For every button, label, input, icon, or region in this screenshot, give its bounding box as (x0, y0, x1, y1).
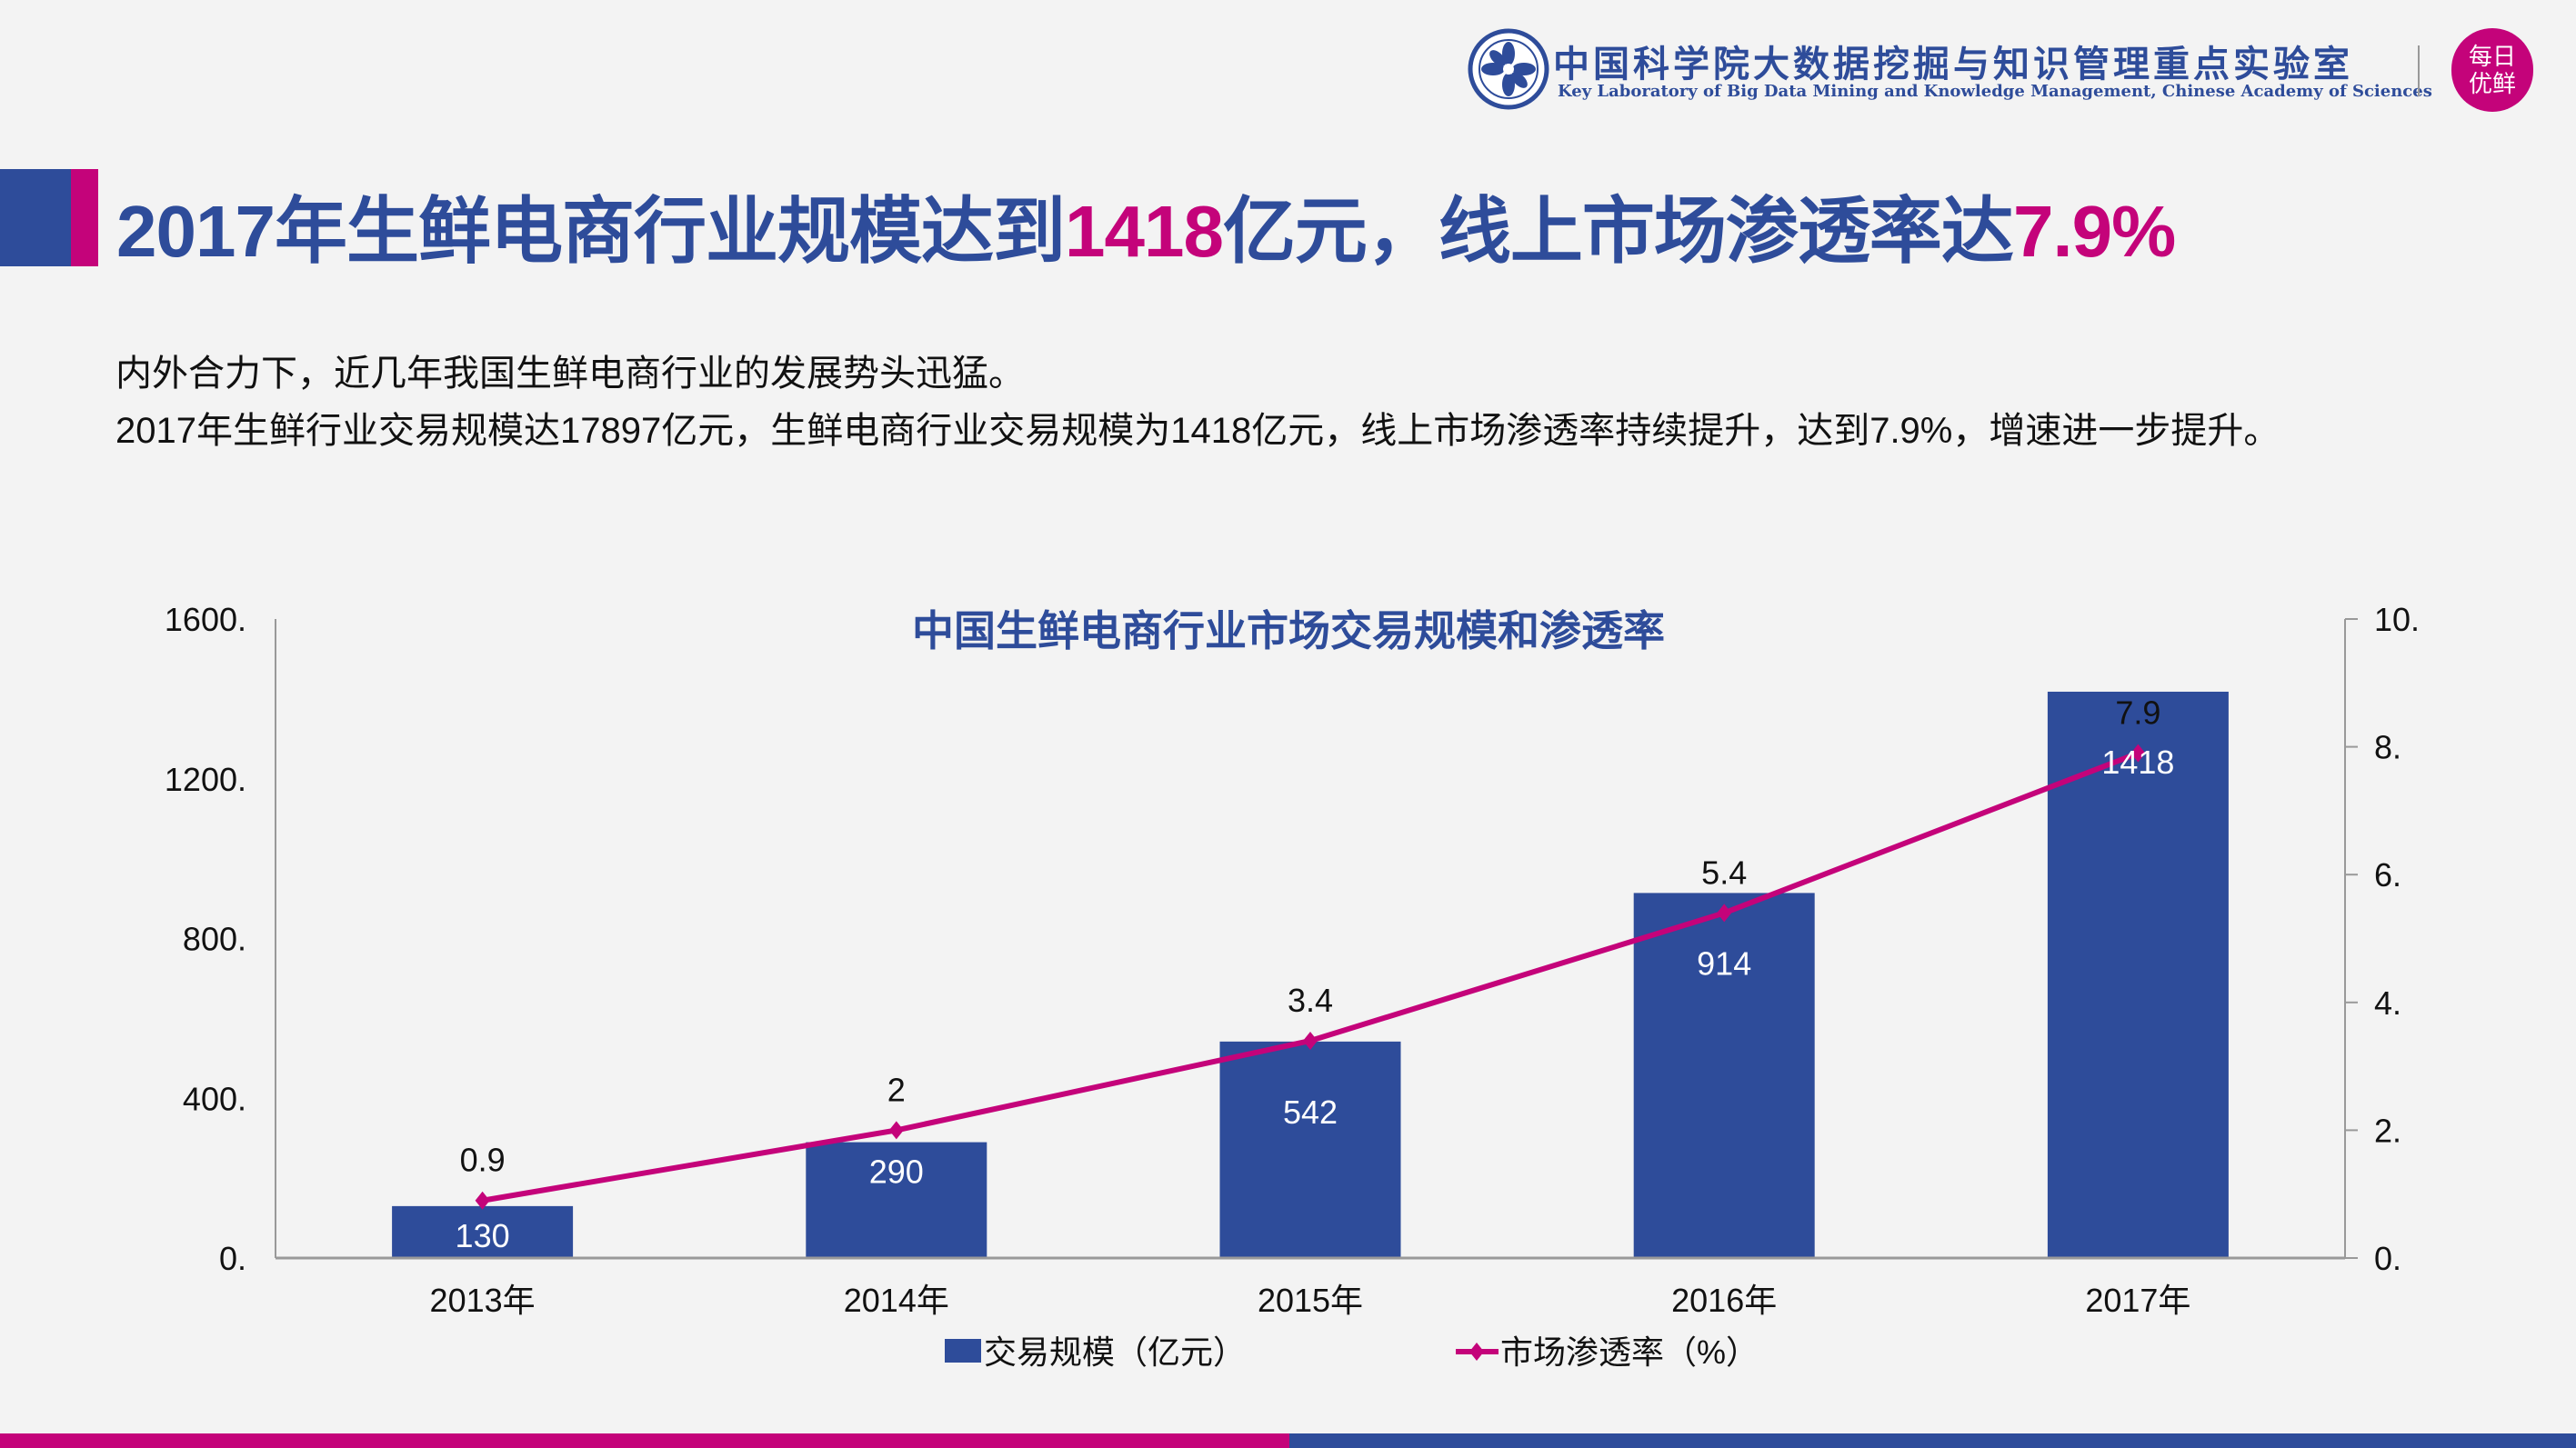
line-data-label: 5.4 (1701, 854, 1747, 891)
x-axis-tick-label: 2017年 (2085, 1282, 2190, 1319)
left-axis-tick-label: 1600. (165, 601, 246, 638)
title-accent-blue (0, 169, 71, 266)
bar-2017年 (2047, 691, 2229, 1258)
legend-line-marker (1469, 1343, 1484, 1361)
cas-emblem-icon (1468, 28, 1549, 110)
partner-logo-text: 每日 (2468, 43, 2516, 70)
line-data-label: 3.4 (1288, 982, 1333, 1019)
title-highlight-value: 1418 (1064, 191, 1224, 272)
chart-title: 中国生鲜电商行业市场交易规模和渗透率 (912, 607, 1665, 654)
page-title: 2017年生鲜电商行业规模达到1418亿元，线上市场渗透率达7.9% (116, 173, 2176, 278)
line-point (2130, 744, 2146, 763)
bar-2013年 (392, 1205, 574, 1258)
legend-label-line: 市场渗透率（%） (1500, 1333, 1759, 1371)
right-axis-tick-label: 8. (2374, 729, 2401, 766)
right-axis-tick-label: 4. (2374, 984, 2401, 1022)
bar-data-label: 542 (1283, 1093, 1338, 1131)
line-point (475, 1191, 490, 1210)
line-point (888, 1121, 904, 1140)
line-data-label: 2 (887, 1071, 906, 1108)
x-axis-tick-label: 2015年 (1258, 1282, 1363, 1319)
line-point (1717, 904, 1732, 923)
left-axis-tick-label: 400. (183, 1080, 246, 1117)
legend-label-bars: 交易规模（亿元） (984, 1333, 1246, 1371)
title-text: 亿元，线上市场渗透率达 (1222, 191, 2014, 272)
footer-bar-blue (1289, 1433, 2576, 1448)
bar-data-label: 1418 (2101, 744, 2174, 781)
bar-data-label: 130 (456, 1217, 510, 1254)
bar-data-label: 914 (1697, 944, 1751, 982)
title-text: 2017年生鲜电商行业规模达到 (116, 191, 1066, 272)
body-line-1: 内外合力下，近几年我国生鲜电商行业的发展势头迅猛。 (115, 354, 1025, 394)
line-data-label: 7.9 (2115, 694, 2160, 732)
left-axis-tick-label: 1200. (165, 761, 246, 798)
bar-data-label: 290 (869, 1153, 924, 1191)
header-divider (2418, 45, 2420, 96)
partner-logo: 每日 优鲜 (2451, 28, 2533, 112)
right-axis-tick-label: 0. (2374, 1240, 2401, 1277)
right-axis-tick-label: 10. (2374, 601, 2420, 638)
body-line-2: 2017年生鲜行业交易规模达17897亿元，生鲜电商行业交易规模为1418亿元，… (115, 411, 2280, 451)
x-axis-tick-label: 2014年 (844, 1282, 949, 1319)
title-highlight-rate: 7.9% (2012, 191, 2176, 272)
footer-bar-pink (0, 1433, 1289, 1448)
x-axis-tick-label: 2016年 (1671, 1282, 1777, 1319)
right-axis-tick-label: 2. (2374, 1112, 2401, 1149)
partner-logo-text: 优鲜 (2468, 70, 2516, 97)
bar-2015年 (1219, 1041, 1401, 1258)
right-axis-tick-label: 6. (2374, 856, 2401, 894)
left-axis-tick-label: 0. (219, 1240, 246, 1277)
org-name-en: Key Laboratory of Big Data Mining and Kn… (1558, 82, 2432, 101)
org-name-cn: 中国科学院大数据挖掘与知识管理重点实验室 (1553, 43, 2353, 85)
bar-2016年 (1633, 893, 1815, 1258)
line-point (1303, 1031, 1318, 1050)
bar-2014年 (806, 1142, 987, 1258)
line-data-label: 0.9 (460, 1142, 506, 1179)
legend-bar-swatch (945, 1339, 981, 1363)
title-accent-pink (71, 169, 98, 266)
left-axis-tick-label: 800. (183, 921, 246, 958)
x-axis-tick-label: 2013年 (430, 1282, 536, 1319)
